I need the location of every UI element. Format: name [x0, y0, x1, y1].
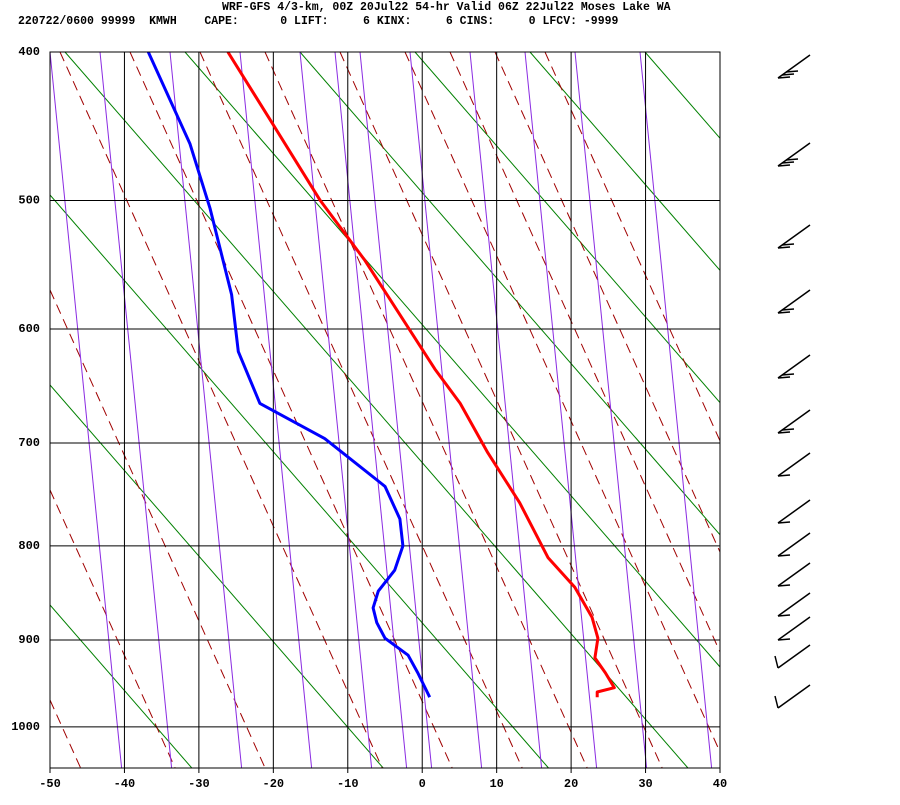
- dry-adiabat: [529, 52, 720, 272]
- wind-barb: [777, 142, 811, 167]
- x-tick-label: -20: [263, 777, 285, 791]
- mixing-ratio-line: [524, 52, 598, 768]
- barb-flag: [777, 638, 791, 641]
- barb-staff: [777, 684, 811, 709]
- barb-flag: [774, 695, 779, 709]
- barb-flag: [777, 474, 791, 477]
- mixing-ratio-line: [469, 52, 543, 768]
- barb-flag: [781, 308, 795, 311]
- moist-adiabat: [494, 52, 720, 554]
- mixing-ratio-line: [639, 52, 713, 768]
- mixing-ratio-line: [169, 52, 243, 768]
- moist-adiabat: [264, 52, 588, 768]
- barb-flag: [774, 655, 779, 669]
- y-tick-label: 800: [18, 539, 40, 553]
- dry-adiabat: [64, 52, 689, 768]
- moist-adiabat: [339, 52, 663, 768]
- y-tick-label: 1000: [11, 720, 40, 734]
- y-tick-label: 400: [18, 45, 40, 59]
- y-tick-label: 900: [18, 633, 40, 647]
- y-tick-label: 700: [18, 436, 40, 450]
- barb-flag: [785, 70, 799, 73]
- mixing-ratio-line: [50, 52, 123, 768]
- dry-adiabat: [50, 194, 549, 768]
- barb-flag: [781, 73, 795, 76]
- dry-adiabat: [414, 52, 720, 404]
- barb-flag: [777, 376, 791, 379]
- x-tick-label: -50: [39, 777, 61, 791]
- barb-staff: [777, 616, 811, 641]
- barb-flag: [777, 76, 791, 79]
- moist-adiabat: [50, 699, 82, 768]
- barb-flag: [777, 431, 791, 434]
- mixing-ratio-line: [239, 52, 313, 768]
- barb-flag: [781, 428, 795, 431]
- barb-flag: [777, 521, 791, 524]
- moist-adiabat: [544, 52, 720, 443]
- x-tick-label: 0: [419, 777, 426, 791]
- x-tick-label: -30: [188, 777, 210, 791]
- chart-subtitle: 220722/0600 99999 KMWH CAPE: 0 LIFT: 6 K…: [18, 15, 618, 28]
- chart-title: WRF-GFS 4/3-km, 00Z 20Jul22 54-hr Valid …: [222, 1, 671, 14]
- moist-adiabat: [129, 52, 453, 768]
- profile-line: [226, 52, 616, 698]
- wind-barb: [774, 644, 811, 669]
- y-tick-label: 600: [18, 322, 40, 336]
- barb-flag: [781, 161, 795, 164]
- moist-adiabat: [50, 489, 176, 768]
- barb-flag: [777, 246, 791, 249]
- moist-adiabat: [404, 52, 720, 754]
- barb-flag: [777, 554, 791, 557]
- barb-staff: [777, 592, 811, 617]
- x-tick-label: -10: [337, 777, 359, 791]
- wind-barbs: [774, 54, 811, 709]
- x-tick-label: 10: [489, 777, 503, 791]
- wind-barb: [777, 409, 811, 434]
- barb-flag: [777, 311, 791, 314]
- mixing-ratio-line: [299, 52, 373, 768]
- wind-barb: [777, 562, 811, 587]
- profiles: [146, 52, 616, 698]
- wind-barb: [777, 616, 811, 641]
- plot-frame: [49, 51, 721, 769]
- mixing-ratio-line: [359, 52, 433, 768]
- mixing-ratio-line: [99, 52, 173, 768]
- barb-flag: [777, 164, 791, 167]
- wind-barb: [774, 684, 811, 709]
- moist-adiabat: [199, 52, 523, 768]
- moist-adiabat: [50, 289, 266, 768]
- wind-barb: [777, 532, 811, 557]
- dry-adiabat: [50, 384, 384, 768]
- profile-line: [146, 52, 432, 698]
- mixing-ratio-line: [574, 52, 648, 768]
- dry-adiabat: [50, 604, 193, 768]
- x-tick-label: 40: [713, 777, 727, 791]
- wind-barb: [777, 499, 811, 524]
- mixing-ratio-line: [334, 52, 408, 768]
- barb-flag: [785, 158, 799, 161]
- barb-flag: [777, 584, 791, 587]
- wind-barb: [777, 289, 811, 314]
- barb-staff: [777, 644, 811, 669]
- barb-flag: [777, 614, 791, 617]
- wind-barb: [777, 354, 811, 379]
- x-tick-label: 20: [564, 777, 578, 791]
- barb-staff: [777, 499, 811, 524]
- y-tick-label: 500: [18, 194, 40, 208]
- moist-adiabat: [59, 52, 383, 768]
- wind-barb: [777, 54, 811, 79]
- barb-staff: [777, 562, 811, 587]
- barb-flag: [781, 243, 795, 246]
- wind-barb: [777, 452, 811, 477]
- x-tick-label: 30: [638, 777, 652, 791]
- wind-barb: [777, 224, 811, 249]
- barb-staff: [777, 532, 811, 557]
- barb-staff: [777, 452, 811, 477]
- barb-flag: [781, 373, 795, 376]
- wind-barb: [777, 592, 811, 617]
- x-tick-label: -40: [114, 777, 136, 791]
